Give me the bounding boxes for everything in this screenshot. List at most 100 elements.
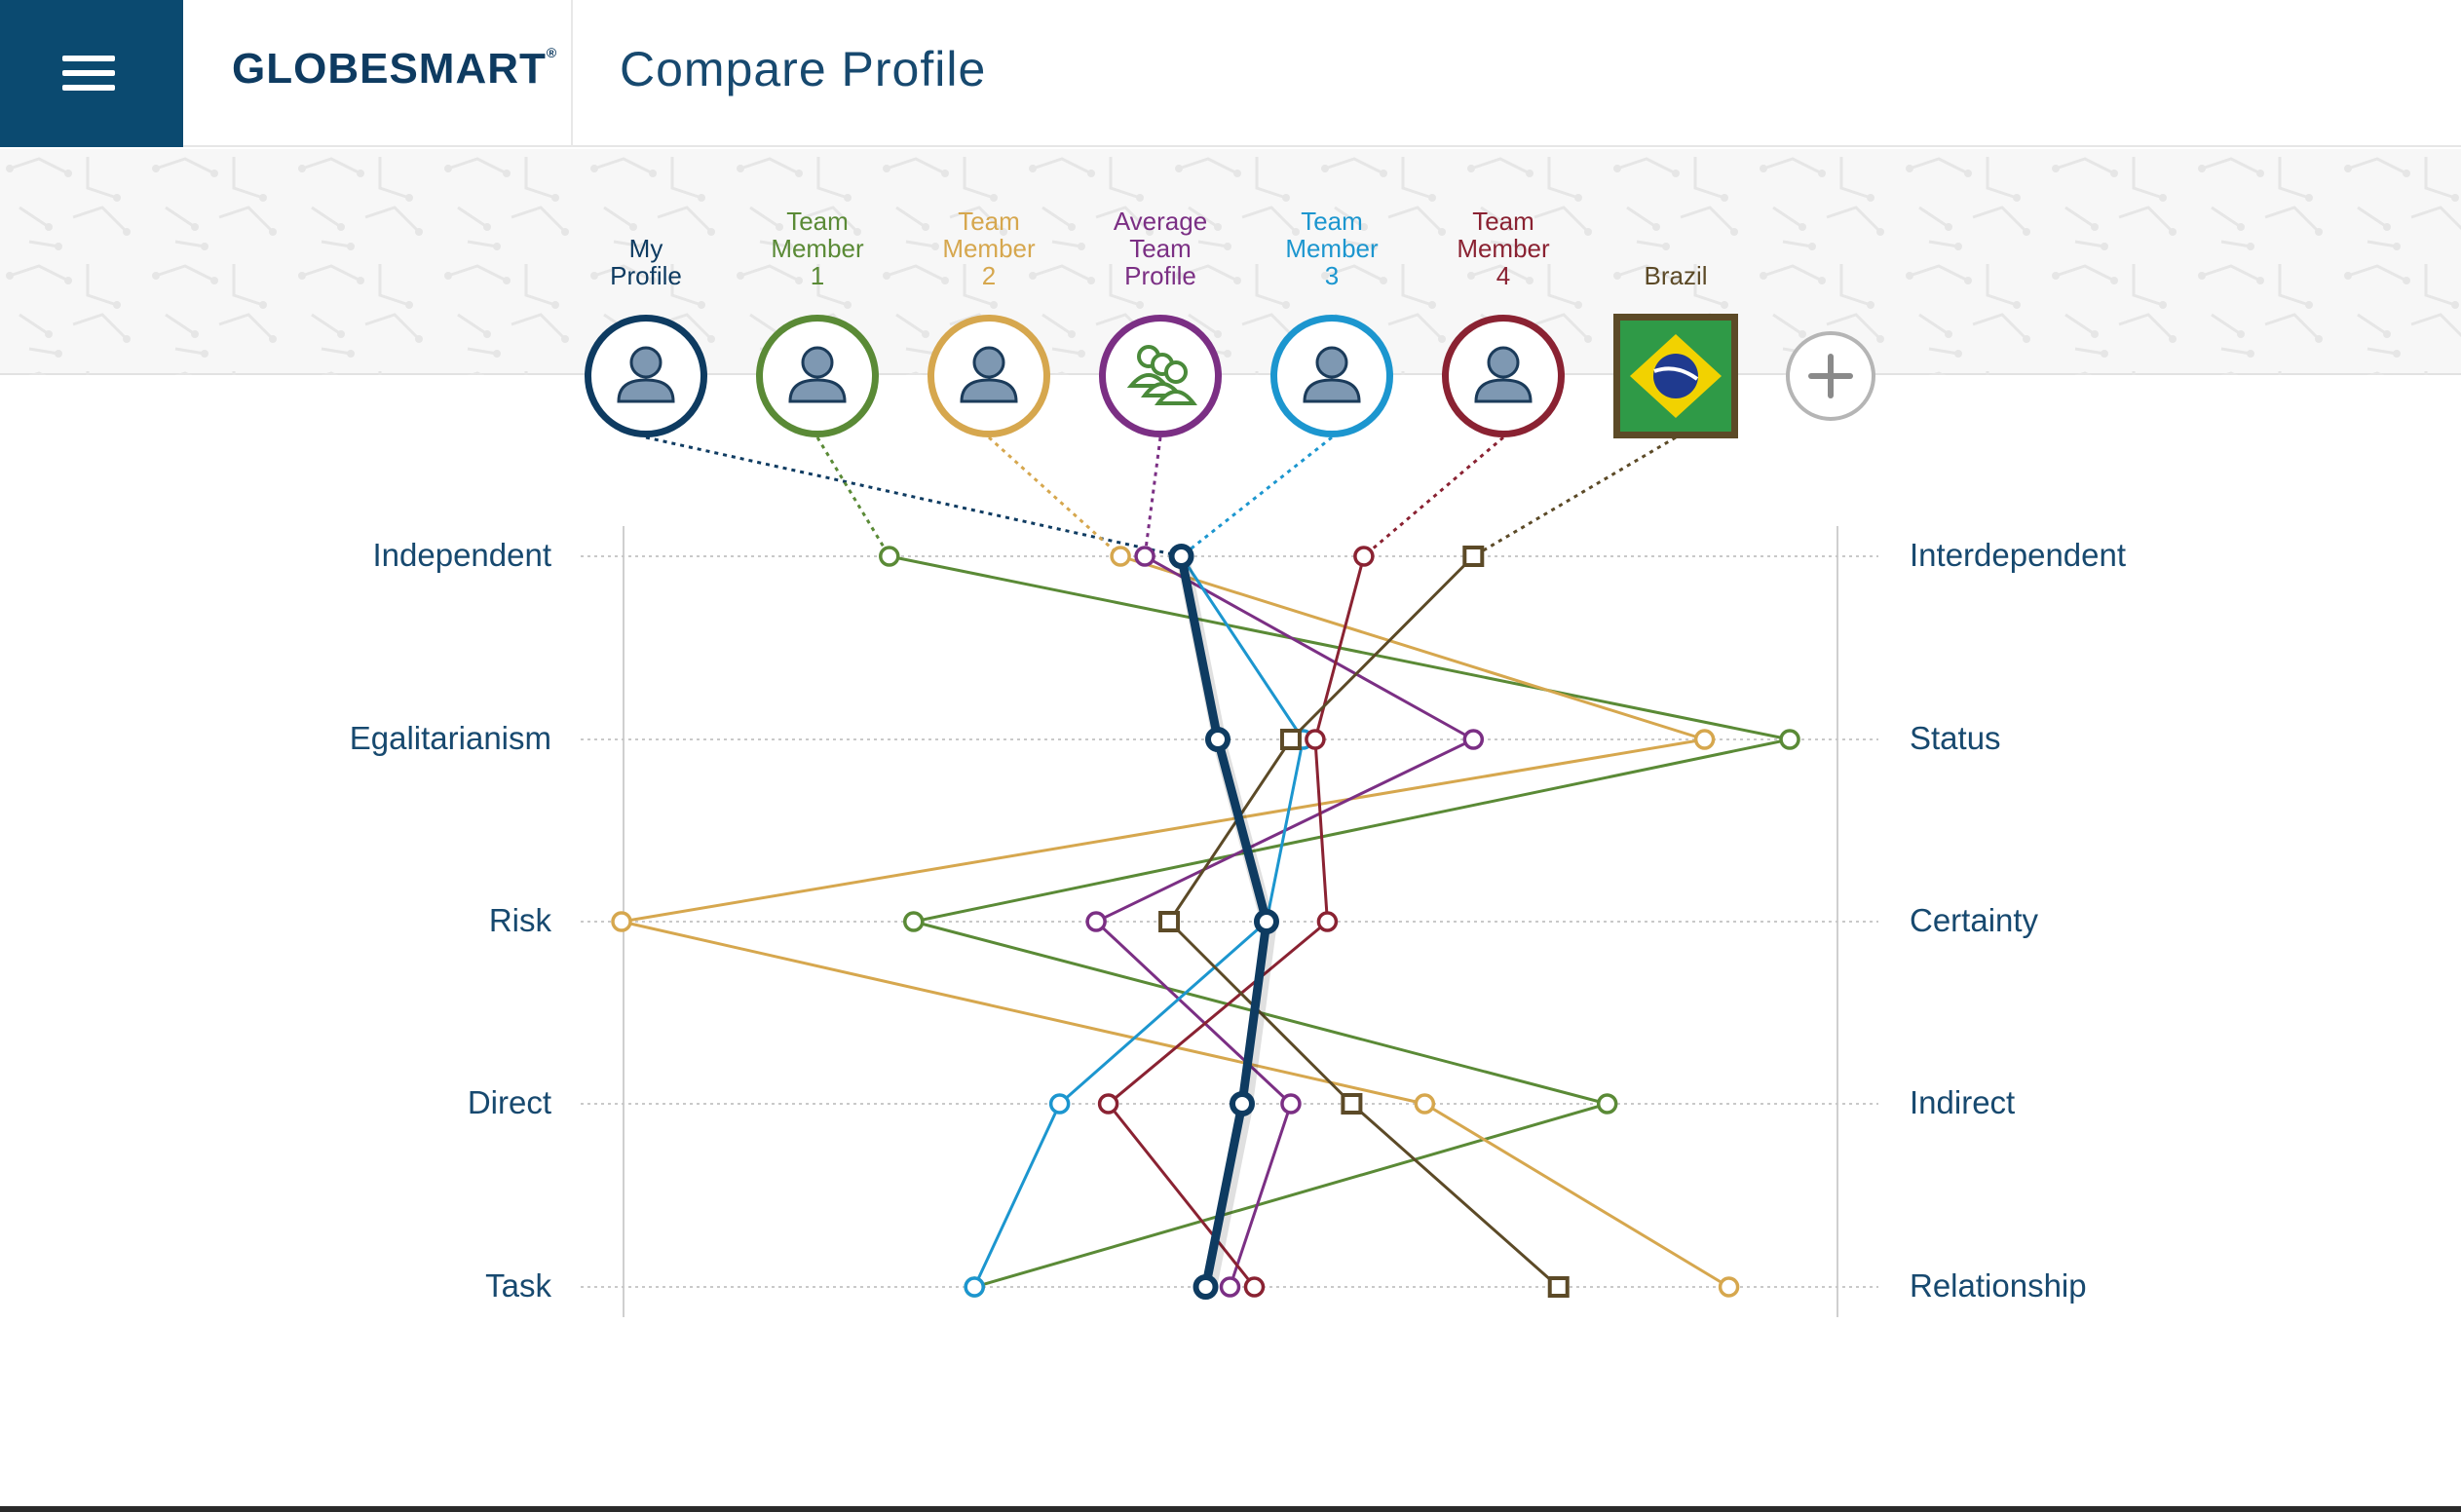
data-point[interactable] — [1305, 729, 1326, 750]
avatar-connectors — [645, 435, 1677, 558]
data-point[interactable] — [1280, 1093, 1302, 1115]
connector-team-member-3 — [1180, 435, 1333, 558]
series-line — [972, 555, 1305, 1288]
avatar-team-member-3[interactable] — [1270, 315, 1393, 437]
data-point[interactable] — [1205, 727, 1231, 752]
profile-label-line: Member — [771, 234, 864, 263]
brazil-flag-icon[interactable] — [1613, 314, 1738, 438]
profile-label-line: Team — [1472, 207, 1534, 236]
circuit-pattern-graphic — [0, 149, 2461, 375]
profile-label-line: Brazil — [1644, 261, 1708, 290]
plus-icon[interactable] — [1786, 331, 1875, 421]
dimension-right-label: Interdependent — [1910, 537, 2127, 573]
profile-label-line: Team — [958, 207, 1020, 236]
dimension-right-label: Status — [1910, 720, 2001, 756]
profile-label-my-profile: My Profile — [558, 235, 734, 289]
profile-label-line: 1 — [810, 261, 825, 290]
avatar-my-profile[interactable] — [585, 315, 707, 437]
data-point[interactable] — [1718, 1276, 1740, 1298]
data-point[interactable] — [1341, 1093, 1363, 1115]
profile-label-line: Team — [1301, 207, 1363, 236]
series-team-member-2 — [611, 546, 1740, 1298]
data-point[interactable] — [1110, 546, 1131, 567]
window-bottom-edge — [0, 1506, 2461, 1512]
data-point[interactable] — [879, 546, 900, 567]
profile-label-line: Member — [1285, 234, 1379, 263]
data-point[interactable] — [1168, 544, 1194, 569]
data-point[interactable] — [1134, 546, 1155, 567]
person-icon — [1303, 346, 1361, 403]
person-icon — [960, 346, 1018, 403]
profile-label-line: My — [628, 234, 663, 263]
data-point[interactable] — [1243, 1276, 1266, 1298]
data-point[interactable] — [1596, 1093, 1618, 1115]
data-point[interactable] — [1219, 1276, 1241, 1298]
profile-label-brazil: Brazil — [1588, 262, 1763, 289]
dimension-left-label: Direct — [467, 1084, 551, 1120]
profile-label-line: 2 — [981, 261, 997, 290]
data-point[interactable] — [1462, 546, 1485, 567]
avatar-team-member-2[interactable] — [928, 315, 1050, 437]
data-point[interactable] — [964, 1276, 985, 1298]
connector-average-team-profile — [1143, 436, 1162, 557]
registered-mark: ® — [546, 45, 558, 60]
profile-label-line: Profile — [610, 261, 682, 290]
data-point[interactable] — [1085, 911, 1107, 932]
series-my-profile — [1168, 544, 1279, 1300]
data-point[interactable] — [1353, 546, 1375, 567]
page-title: Compare Profile — [620, 42, 987, 96]
profile-label-line: Team — [1129, 234, 1192, 263]
data-point[interactable] — [1253, 909, 1279, 934]
series-brazil — [1158, 546, 1570, 1298]
data-point[interactable] — [1693, 729, 1716, 750]
avatar-average-team-profile[interactable] — [1099, 315, 1222, 437]
profile-label-line: Member — [1457, 234, 1550, 263]
decorative-pattern-band — [0, 149, 2461, 375]
profile-label-line: Profile — [1124, 261, 1196, 290]
data-point[interactable] — [903, 911, 925, 932]
hamburger-menu-icon[interactable] — [0, 0, 183, 147]
dimension-right-label: Indirect — [1910, 1084, 2016, 1120]
profile-label-team-member-3: Team Member 3 — [1244, 208, 1420, 289]
dimension-left-label: Egalitarianism — [349, 720, 551, 756]
data-point[interactable] — [1462, 729, 1485, 750]
app-header: GLOBESMART® Compare Profile — [0, 0, 2461, 147]
profile-label-line: 4 — [1496, 261, 1511, 290]
data-point[interactable] — [611, 911, 632, 932]
data-point[interactable] — [1779, 729, 1800, 750]
profile-label-team-member-2: Team Member 2 — [901, 208, 1077, 289]
connector-brazil — [1472, 435, 1677, 558]
data-point[interactable] — [1414, 1093, 1436, 1115]
data-point[interactable] — [1279, 729, 1302, 750]
series-team-member-4 — [1097, 546, 1375, 1298]
data-point[interactable] — [1158, 911, 1181, 932]
data-point[interactable] — [1547, 1276, 1570, 1298]
dimension-left-label: Task — [485, 1267, 551, 1304]
globesmart-logo[interactable]: GLOBESMART® — [183, 0, 573, 147]
data-point[interactable] — [1229, 1091, 1255, 1116]
person-icon — [617, 346, 675, 403]
series-average-team-profile — [1085, 546, 1485, 1298]
data-point[interactable] — [1316, 911, 1339, 932]
brand-name: GLOBESMART — [232, 45, 547, 93]
group-icon — [1126, 345, 1198, 405]
connector-team-member-2 — [987, 435, 1122, 558]
profile-label-line: Member — [942, 234, 1036, 263]
avatar-team-member-4[interactable] — [1442, 315, 1565, 437]
dimension-left-label: Risk — [488, 902, 551, 938]
dimension-left-label: Independent — [372, 537, 551, 573]
data-point[interactable] — [1193, 1274, 1219, 1300]
profile-label-team-member-1: Team Member 1 — [730, 208, 905, 289]
profile-label-average-team-profile: Average Team Profile — [1073, 208, 1248, 289]
connector-team-member-1 — [815, 436, 891, 557]
person-icon — [788, 346, 847, 403]
profile-label-line: Team — [786, 207, 849, 236]
connector-team-member-4 — [1362, 435, 1504, 558]
avatar-team-member-1[interactable] — [756, 315, 879, 437]
dimension-right-label: Relationship — [1910, 1267, 2087, 1304]
profile-label-line: Average — [1113, 207, 1208, 236]
data-point[interactable] — [1048, 1093, 1071, 1115]
data-point[interactable] — [1097, 1093, 1119, 1115]
connector-my-profile — [645, 435, 1182, 558]
